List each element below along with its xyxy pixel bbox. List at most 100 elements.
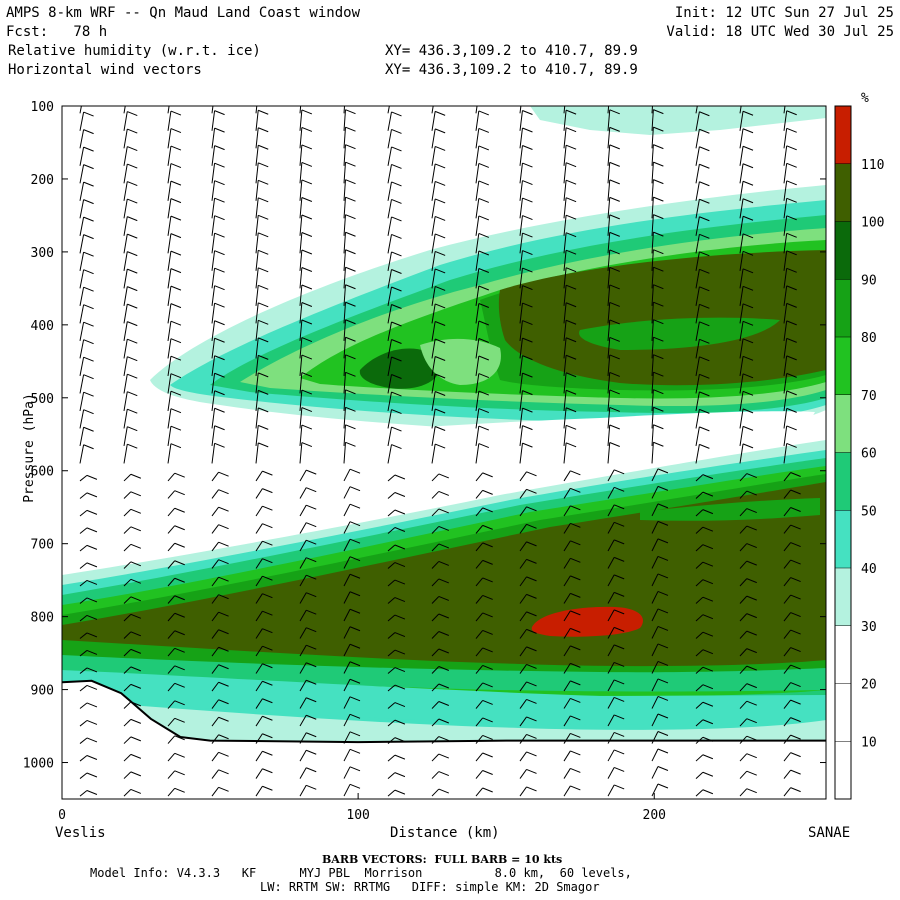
wind-barb-flag [394,719,406,725]
wind-barb [431,181,436,201]
wind-barb-flag [438,683,449,689]
wind-barb-flag [657,608,669,614]
wind-barb-flag [438,771,449,777]
wind-barb [79,129,85,149]
wind-barb [299,539,307,552]
wind-barb [255,337,259,359]
wind-barb [607,162,611,184]
wind-barb [475,390,480,411]
wind-barb-flag [345,249,356,255]
wind-barb-flag [699,233,710,239]
wind-barb [695,164,700,184]
wind-barb [123,613,132,622]
wind-barb-flag [127,146,138,152]
wind-barb-flag [345,144,356,150]
wind-barb-flag [86,684,98,690]
wind-barb [651,267,654,289]
wind-barb [167,525,176,534]
wind-barb [783,682,792,692]
wind-barb-flag [394,754,406,760]
wind-barb [123,596,132,604]
wind-barb [387,527,396,534]
wind-barb-flag [482,629,493,635]
wind-barb-flag [86,597,98,603]
wind-barb [475,560,484,569]
wind-barb-flag [391,181,402,187]
wind-barb-flag [699,443,710,449]
wind-barb [607,442,611,464]
wind-barb-flag [258,127,269,133]
wind-barb-flag [434,285,446,291]
wind-barb-flag [746,560,757,566]
wind-barb-flag [746,700,757,706]
wind-barb-flag [391,198,402,204]
wind-barb [563,523,571,534]
wind-barb-flag [306,697,317,703]
x-end-label: SANAE [808,825,851,841]
wind-barb-flag [746,490,757,496]
wind-barb-flag [657,520,669,526]
wind-barb-flag [127,128,138,134]
wind-barb [255,302,259,324]
wind-barb [79,147,85,166]
wind-barb-flag [613,469,625,475]
wind-barb [167,356,172,376]
wind-barb-flag [306,767,317,773]
wind-barb-flag [86,562,98,568]
wind-barb [387,339,392,359]
wind-barb [299,487,307,499]
wind-barb [651,127,654,149]
wind-barb-flag [214,372,225,378]
wind-barb-flag [127,163,138,169]
wind-barb-flag [345,196,356,202]
wind-barb-flag [478,180,489,186]
wind-barb-flag [127,233,138,239]
x-tick-label: 100 [346,808,369,823]
wind-barb [475,338,480,359]
wind-barb [299,372,303,394]
wind-barb [211,611,219,622]
y-tick-label: 300 [31,246,54,261]
wind-barb-flag [742,338,754,344]
wind-barb [651,214,654,236]
wind-barb [828,664,834,673]
wind-barb [828,752,834,761]
wind-barb-flag [478,390,489,396]
wind-barb-flag [746,508,757,514]
wind-barb-flag [526,471,537,477]
wind-barb-flag [349,713,361,719]
wind-barb [255,145,259,166]
wind-barb [828,215,830,235]
wind-barb [255,285,259,306]
wind-barb [123,473,132,482]
wind-barb-flag [130,491,142,497]
wind-barb-flag [522,93,532,97]
wind-barb [783,542,792,552]
wind-barb [651,538,659,552]
wind-barb [607,284,611,306]
y-axis: 100 200 300 400 500 600 700 800 900 1000 [23,100,826,772]
wind-barb-flag [391,374,402,379]
wind-barb [651,302,654,324]
wind-barb-flag [301,319,313,325]
wind-barb-flag [262,593,273,599]
wind-barb-flag [657,660,669,666]
wind-barb-flag [258,319,269,325]
wind-barb [651,249,654,271]
wind-barb-flag [345,371,356,377]
wind-barb [211,408,216,429]
wind-barb [651,162,654,184]
wind-barb-flag [526,698,537,704]
wind-barb-flag [609,389,620,395]
wind-barb [607,592,615,604]
wind-barb [167,106,170,114]
wind-barb-flag [170,443,182,449]
wind-barb [123,251,128,271]
wind-barb-flag [478,197,489,203]
wind-barb-flag [170,425,182,431]
wind-barb-flag [702,701,714,707]
wind-barb-flag [301,337,313,342]
wind-barb-flag [391,286,402,292]
wind-barb [695,339,700,359]
header-title: AMPS 8-km WRF -- Qn Maud Land Coast wind… [6,5,361,21]
